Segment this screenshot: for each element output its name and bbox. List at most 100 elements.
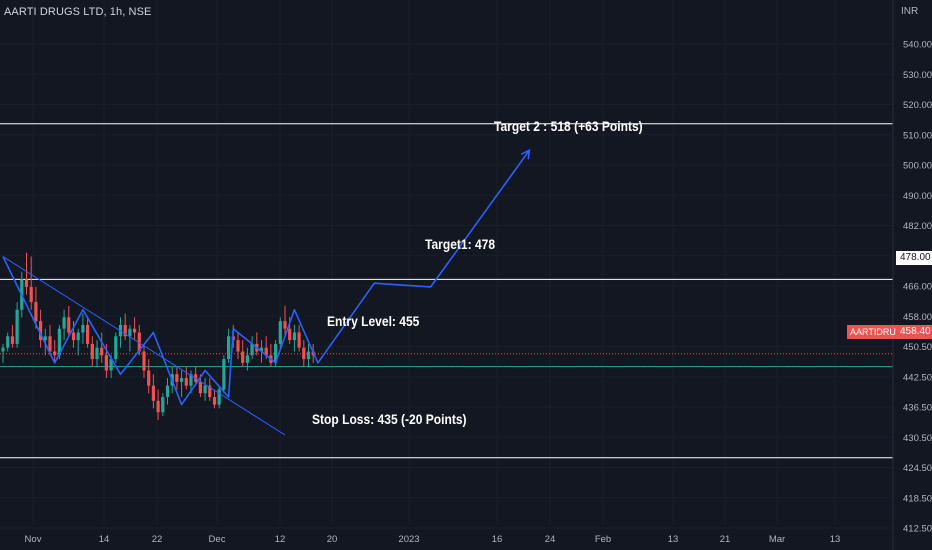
symbol-price-label: AARTIDRUGS: [847, 325, 912, 339]
x-tick-label: 21: [720, 534, 731, 545]
candle-body: [189, 374, 193, 386]
candle-body: [264, 347, 268, 356]
candle-body: [288, 328, 292, 341]
candle-body: [29, 286, 33, 303]
y-tick-label: 490.00: [903, 191, 932, 202]
price-axis[interactable]: 540.00 530.00 520.00 510.00 500.00 490.00 482.…: [903, 40, 932, 535]
candle-body: [100, 347, 104, 356]
y-tick-label: 424.50: [903, 463, 932, 474]
arrow-head-icon: [520, 148, 531, 160]
x-tick-label: Nov: [25, 534, 42, 545]
target2-label[interactable]: Target 2 : 518 (+63 Points): [494, 118, 643, 134]
candle-body: [57, 328, 61, 356]
candle-body: [95, 347, 99, 360]
y-tick-label: 466.00: [903, 282, 932, 293]
candle-body: [90, 343, 94, 360]
y-tick-label: 482.00: [903, 221, 932, 232]
candle-body: [24, 279, 29, 287]
symbol-title[interactable]: AARTI DRUGS LTD, 1h, NSE: [4, 6, 152, 18]
candle-body: [156, 400, 160, 413]
candle-body: [198, 381, 202, 394]
pattern-drawings[interactable]: [2, 148, 531, 436]
last-price-tag: 458.40: [896, 325, 932, 339]
candle-body: [86, 324, 90, 344]
candle-body: [274, 343, 278, 363]
entry-level-label[interactable]: Entry Level: 455: [327, 313, 420, 329]
candle-body: [15, 309, 19, 344]
y-tick-label: 412.50: [903, 524, 932, 535]
candle-body: [71, 332, 76, 341]
candle-body: [283, 321, 287, 329]
candle-body: [128, 328, 132, 337]
candle-body: [245, 355, 249, 363]
y-tick-label: 450.50: [903, 342, 932, 353]
candle-body: [81, 324, 85, 333]
candle-body: [109, 359, 113, 371]
candle-body: [302, 347, 306, 360]
candle-body: [306, 351, 311, 360]
downtrend-line[interactable]: [2, 256, 286, 436]
candle-body: [180, 378, 184, 382]
candle-body: [76, 332, 80, 341]
candle-body: [10, 336, 14, 344]
y-tick-label: 530.00: [903, 70, 932, 81]
candle-body: [212, 397, 217, 405]
stop-loss-label[interactable]: Stop Loss: 435 (-20 Points): [312, 411, 467, 427]
y-tick-label: 510.00: [903, 130, 932, 141]
x-tick-label: 12: [275, 534, 286, 545]
y-tick-label: 430.50: [903, 433, 932, 444]
candle-body: [222, 359, 226, 390]
candle-body: [203, 385, 207, 394]
x-tick-label: Feb: [595, 534, 611, 545]
candle-body: [6, 336, 10, 348]
x-tick-label: 16: [492, 534, 503, 545]
candle-body: [43, 336, 47, 341]
y-tick-label: 540.00: [903, 40, 932, 51]
candle-body: [67, 317, 71, 333]
candle-body: [53, 351, 57, 356]
candle-body: [292, 332, 296, 341]
candle-body: [259, 347, 264, 352]
x-tick-label: 14: [99, 534, 110, 545]
y-tick-label: 436.50: [903, 403, 932, 414]
candle-body: [241, 351, 245, 363]
time-axis[interactable]: Nov 14 22 Dec 12 20 2023 16 24 Feb 13 21 Mar 13: [25, 534, 841, 545]
candle-body: [184, 378, 188, 386]
candle-body: [165, 385, 170, 398]
candle-body: [217, 389, 221, 405]
candle-body: [161, 397, 165, 413]
y-tick-label: 500.00: [903, 161, 932, 172]
grid: [0, 0, 893, 528]
x-tick-label: 13: [830, 534, 841, 545]
target1-label[interactable]: Target1: 478: [425, 236, 496, 252]
candle-body: [236, 340, 240, 352]
currency-label: INR: [901, 6, 919, 17]
candle-body: [133, 328, 137, 333]
x-tick-label: Mar: [769, 534, 785, 545]
candle-body: [297, 332, 301, 348]
level-478-tag: 478.00: [896, 251, 932, 265]
candle-body: [147, 370, 151, 386]
candle-body: [34, 302, 38, 322]
candle-body: [250, 343, 254, 356]
x-tick-label: Dec: [209, 534, 226, 545]
candle-body: [1, 347, 5, 352]
zigzag-pattern-line[interactable]: [2, 149, 531, 406]
candle-body: [208, 385, 212, 398]
y-tick-label: 442.50: [903, 372, 932, 383]
candle-body: [227, 336, 231, 360]
candle-body: [123, 324, 127, 337]
candle-body: [48, 336, 52, 352]
x-tick-label: 22: [152, 534, 163, 545]
candle-body: [175, 374, 179, 382]
y-tick-label: 418.50: [903, 493, 932, 504]
candle-body: [114, 336, 118, 360]
x-tick-label: 24: [545, 534, 556, 545]
candle-body: [62, 317, 66, 329]
y-tick-label: 458.00: [903, 312, 932, 323]
candle-body: [104, 355, 108, 371]
y-tick-label: 520.00: [903, 100, 932, 111]
x-tick-label: 20: [327, 534, 338, 545]
candle-body: [137, 332, 141, 352]
